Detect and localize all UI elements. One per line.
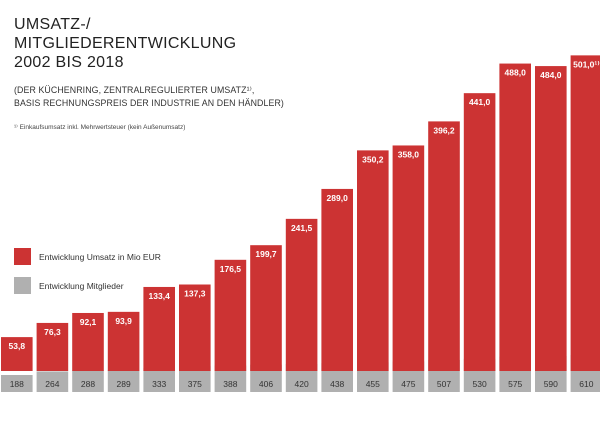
label-mitglieder-2005: 289	[117, 379, 131, 389]
label-umsatz-2011: 289,0	[327, 193, 349, 203]
title-line-1: UMSATZ-/	[14, 16, 91, 33]
label-mitglieder-2008: 388	[223, 379, 237, 389]
label-umsatz-2003: 76,3	[44, 327, 61, 337]
bar-umsatz-2004	[72, 312, 104, 371]
label-mitglieder-2009: 406	[259, 379, 273, 389]
bar-umsatz-2017	[535, 66, 567, 371]
label-umsatz-2017: 484,0	[540, 70, 562, 80]
bar-umsatz-2003	[36, 322, 69, 371]
label-mitglieder-2014: 507	[437, 379, 451, 389]
label-umsatz-2008: 176,5	[220, 264, 242, 274]
label-mitglieder-2013: 475	[401, 379, 415, 389]
subtitle-line-1: (DER KÜCHENRING, ZENTRALREGULIERTER UMSA…	[14, 85, 255, 95]
bar-mitglieder-2003	[36, 371, 69, 392]
bar-umsatz-2008	[214, 259, 247, 371]
bar-mitglieder-2004	[72, 370, 104, 392]
bar-umsatz-2012	[357, 150, 389, 371]
label-umsatz-2015: 441,0	[469, 97, 491, 107]
bar-umsatz-2005	[107, 311, 140, 371]
bar-umsatz-2010	[285, 218, 318, 371]
legend-swatch-mitglieder	[14, 277, 31, 294]
label-mitglieder-2017: 590	[544, 379, 558, 389]
bar-umsatz-2002	[1, 337, 33, 371]
chart-subtitle: (DER KÜCHENRING, ZENTRALREGULIERTER UMSA…	[14, 84, 284, 110]
label-umsatz-2006: 133,4	[149, 291, 171, 301]
bar-mitglieder-2005	[107, 370, 140, 392]
legend-label-mitglieder: Entwicklung Mitglieder	[39, 280, 124, 291]
label-umsatz-2005: 93,9	[115, 316, 132, 326]
label-mitglieder-2015: 530	[473, 379, 487, 389]
label-umsatz-2012: 350,2	[362, 154, 384, 164]
label-mitglieder-2002: 188	[10, 379, 24, 389]
bar-mitglieder-2002	[1, 375, 33, 392]
label-umsatz-2013: 358,0	[398, 149, 420, 159]
label-umsatz-2004: 92,1	[80, 317, 97, 327]
label-umsatz-2009: 199,7	[255, 249, 277, 259]
label-umsatz-2014: 396,2	[433, 125, 455, 135]
label-mitglieder-2011: 438	[330, 379, 344, 389]
title-line-3: 2002 BIS 2018	[14, 54, 124, 71]
label-umsatz-2018: 501,0¹⁾	[573, 59, 600, 69]
label-mitglieder-2003: 264	[45, 379, 59, 389]
bar-umsatz-2009	[250, 245, 282, 371]
bar-umsatz-2013	[392, 145, 425, 371]
legend-swatch-umsatz	[14, 248, 31, 265]
label-mitglieder-2004: 288	[81, 379, 95, 389]
bar-mitglieder-2006	[143, 368, 175, 392]
bar-umsatz-2006	[143, 286, 175, 371]
label-mitglieder-2012: 455	[366, 379, 380, 389]
title-line-2: MITGLIEDERENTWICKLUNG	[14, 35, 237, 52]
legend-item-umsatz: Entwicklung Umsatz in Mio EUR	[14, 248, 161, 265]
label-mitglieder-2018: 610	[579, 379, 593, 389]
label-umsatz-2007: 137,3	[184, 289, 206, 299]
label-umsatz-2002: 53,8	[9, 341, 26, 351]
label-mitglieder-2006: 333	[152, 379, 166, 389]
bar-umsatz-2018	[570, 55, 600, 372]
footnote: ¹⁾ Einkaufsumsatz inkl. Mehrwertsteuer (…	[14, 124, 186, 131]
bar-umsatz-2007	[179, 284, 211, 371]
bar-umsatz-2016	[499, 63, 531, 372]
label-umsatz-2010: 241,5	[291, 223, 313, 233]
subtitle-line-2: BASIS RECHNUNGSPREIS DER INDUSTRIE AN DE…	[14, 98, 284, 108]
legend-item-mitglieder: Entwicklung Mitglieder	[14, 277, 124, 294]
label-mitglieder-2010: 420	[295, 379, 309, 389]
chart-title: UMSATZ-/ MITGLIEDERENTWICKLUNG 2002 BIS …	[14, 15, 236, 72]
label-umsatz-2016: 488,0	[505, 68, 527, 78]
bar-umsatz-2015	[463, 93, 496, 372]
bar-umsatz-2011	[321, 188, 353, 371]
legend-label-umsatz: Entwicklung Umsatz in Mio EUR	[39, 251, 161, 262]
label-mitglieder-2007: 375	[188, 379, 202, 389]
label-mitglieder-2016: 575	[508, 379, 522, 389]
bar-umsatz-2014	[428, 121, 460, 371]
